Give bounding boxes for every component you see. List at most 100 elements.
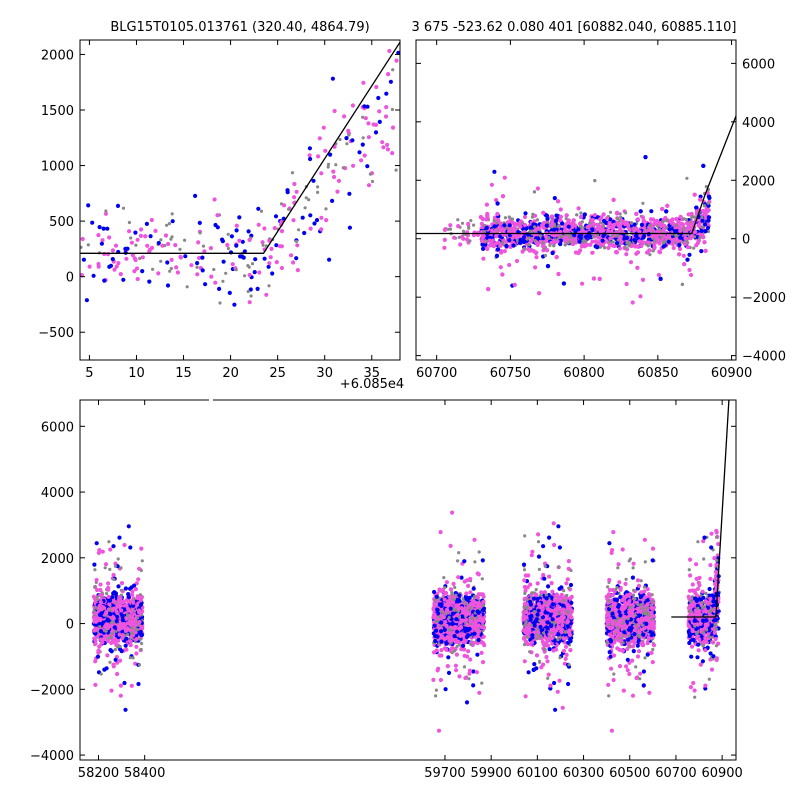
point-field-3 <box>317 136 322 141</box>
point-field-2 <box>110 257 115 262</box>
point-field-3 <box>385 147 390 152</box>
point-field-2 <box>108 648 113 653</box>
point-field-3 <box>440 587 446 593</box>
point-field-3 <box>247 272 252 278</box>
point-field-3 <box>102 251 107 257</box>
point-field-3 <box>558 229 563 234</box>
point-field-2 <box>253 257 258 262</box>
point-field-3 <box>529 239 534 244</box>
point-survey <box>492 219 496 223</box>
point-field-3 <box>685 226 690 231</box>
point-survey <box>603 246 607 250</box>
point-field-3 <box>512 282 517 287</box>
point-survey <box>531 212 535 216</box>
point-field-3 <box>139 624 144 630</box>
point-field-3 <box>279 244 284 249</box>
point-field-2 <box>615 241 620 246</box>
point-survey <box>316 185 320 189</box>
point-survey <box>541 241 545 245</box>
point-field-2 <box>590 227 595 232</box>
point-field-3 <box>630 300 635 305</box>
point-field-3 <box>500 272 505 277</box>
point-field-3 <box>363 116 368 121</box>
title-top-left: BLG15T0105.013761 (320.40, 4864.79) <box>110 20 369 35</box>
point-survey <box>361 115 365 119</box>
point-field-3 <box>143 234 148 239</box>
point-field-3 <box>556 199 561 204</box>
point-field-3 <box>279 265 284 271</box>
point-field-3 <box>438 677 443 683</box>
point-field-2 <box>457 593 462 598</box>
point-survey <box>505 226 509 230</box>
point-field-3 <box>486 287 491 292</box>
point-survey <box>618 212 622 216</box>
point-field-2 <box>703 229 708 234</box>
point-survey <box>368 172 372 176</box>
point-field-2 <box>521 235 527 240</box>
point-field-2 <box>97 225 102 230</box>
point-field-3 <box>156 271 161 276</box>
point-field-3 <box>124 256 129 261</box>
point-field-2 <box>504 243 509 249</box>
point-field-2 <box>312 221 317 226</box>
x-tick-label: 10 <box>128 366 145 381</box>
point-survey <box>297 228 301 232</box>
point-field-3 <box>350 103 355 108</box>
point-field-3 <box>496 218 501 223</box>
point-field-3 <box>458 242 463 247</box>
point-survey <box>178 247 182 251</box>
point-field-2 <box>595 245 600 250</box>
point-field-3 <box>98 637 103 642</box>
point-field-2 <box>138 602 143 607</box>
point-survey <box>290 171 295 175</box>
point-field-3 <box>262 226 267 231</box>
point-field-3 <box>107 235 112 240</box>
point-field-3 <box>574 250 579 255</box>
point-field-3 <box>291 260 296 265</box>
point-survey <box>584 240 588 244</box>
point-survey <box>195 265 199 269</box>
point-field-2 <box>578 236 583 241</box>
point-field-2 <box>229 234 234 239</box>
point-survey <box>472 595 476 599</box>
point-field-3 <box>633 244 638 249</box>
point-field-3 <box>267 261 272 266</box>
point-field-3 <box>650 234 655 239</box>
point-field-2 <box>165 283 171 288</box>
point-survey <box>267 284 271 288</box>
point-field-3 <box>478 215 483 220</box>
point-field-3 <box>130 592 135 597</box>
point-field-3 <box>535 242 540 247</box>
point-survey <box>140 559 144 563</box>
point-field-3 <box>111 606 116 611</box>
y-tick-label: −4000 <box>742 350 786 365</box>
point-field-3 <box>435 668 440 673</box>
point-field-3 <box>703 248 708 253</box>
point-field-3 <box>99 607 104 612</box>
point-field-3 <box>549 240 554 245</box>
point-field-3 <box>308 226 313 231</box>
point-survey <box>135 627 139 632</box>
point-survey <box>234 268 238 272</box>
point-field-3 <box>93 682 98 688</box>
point-field-3 <box>700 209 706 214</box>
point-survey <box>588 221 592 225</box>
point-field-2 <box>200 268 205 273</box>
point-field-2 <box>632 222 637 227</box>
point-field-3 <box>635 217 641 222</box>
x-tick-label: 15 <box>175 366 192 381</box>
y-tick-label: 1000 <box>41 160 74 175</box>
point-survey <box>250 262 255 266</box>
point-field-2 <box>687 252 692 257</box>
point-field-3 <box>466 221 471 227</box>
point-survey <box>94 605 98 610</box>
point-field-3 <box>134 644 139 649</box>
point-field-3 <box>522 214 528 220</box>
point-field-2 <box>126 592 131 597</box>
point-survey <box>113 648 117 652</box>
point-field-3 <box>466 583 471 589</box>
point-field-3 <box>118 693 123 698</box>
point-field-3 <box>593 239 598 244</box>
point-field-3 <box>106 581 111 586</box>
